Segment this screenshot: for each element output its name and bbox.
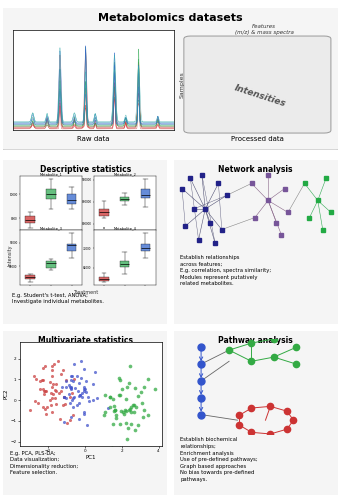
Text: Features
(m/z) & mass spectra: Features (m/z) & mass spectra (235, 24, 294, 34)
Text: Processed data: Processed data (231, 136, 284, 142)
Text: Raw data: Raw data (77, 136, 110, 142)
Text: Descriptive statistics: Descriptive statistics (40, 164, 131, 173)
FancyBboxPatch shape (172, 329, 339, 496)
FancyBboxPatch shape (172, 158, 339, 326)
FancyBboxPatch shape (184, 36, 331, 133)
Text: E.g. PCA, PLS-DA;
Data visualization;
Dimensionality reduction;
Feature selectio: E.g. PCA, PLS-DA; Data visualization; Di… (10, 450, 78, 475)
Text: Pathway analysis: Pathway analysis (218, 336, 293, 344)
Text: Establish biochemical
relationships;
Enrichment analysis
Use of pre-defined path: Establish biochemical relationships; Enr… (180, 438, 258, 482)
FancyBboxPatch shape (0, 6, 341, 150)
Text: Intensity: Intensity (8, 244, 13, 266)
Text: Metabolomics datasets: Metabolomics datasets (98, 13, 243, 23)
Text: Establish relationships
across features;
E.g. correlation, spectra similarity;
M: Establish relationships across features;… (180, 255, 271, 286)
Text: Network analysis: Network analysis (219, 164, 293, 173)
Text: E.g. Student's t-test, ANOVA;
Investigate individual metabolites.: E.g. Student's t-test, ANOVA; Investigat… (12, 293, 103, 304)
Text: Samples: Samples (180, 71, 185, 98)
FancyBboxPatch shape (2, 158, 169, 326)
FancyBboxPatch shape (2, 329, 169, 496)
Text: Treatment: Treatment (73, 290, 98, 294)
Text: Multivariate statistics: Multivariate statistics (38, 336, 133, 344)
Text: Intensities: Intensities (233, 83, 287, 108)
